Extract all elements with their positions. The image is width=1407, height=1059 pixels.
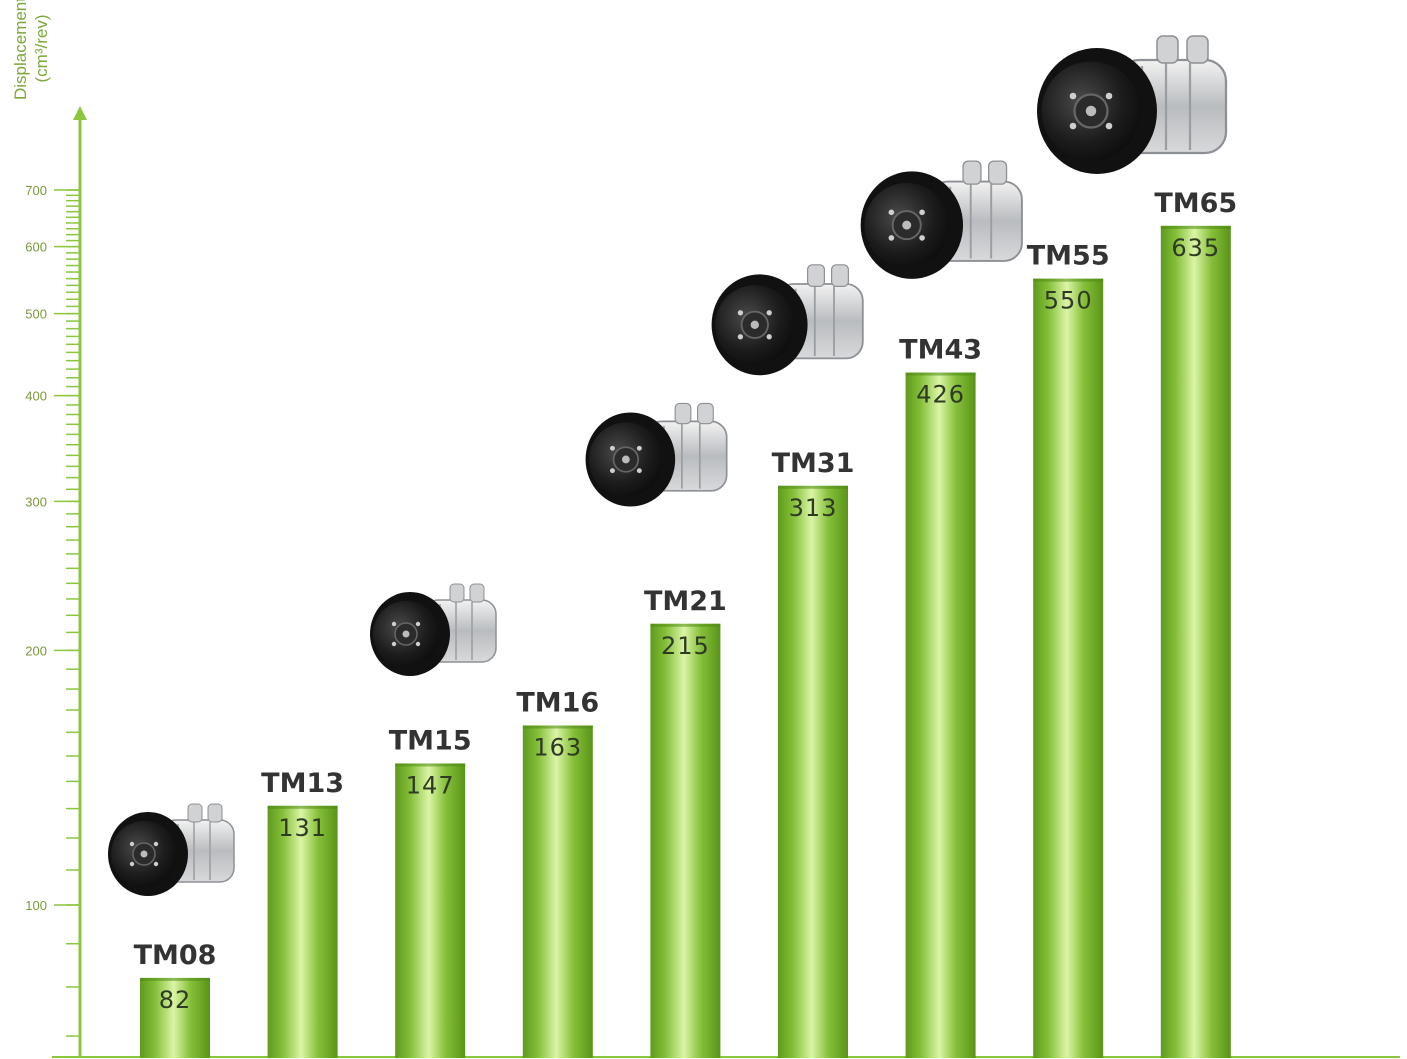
- bar-cap: [522, 725, 593, 729]
- compressor-port: [697, 402, 714, 425]
- value-label: 131: [278, 814, 327, 842]
- category-label: TM31: [772, 448, 855, 479]
- compressor-bolt: [402, 630, 410, 638]
- compressor-image-tm21: [585, 402, 728, 507]
- compressor-bolt: [621, 455, 630, 464]
- compressor-port: [807, 264, 826, 287]
- y-tick-label: 400: [25, 389, 47, 404]
- compressor-port: [962, 160, 982, 185]
- y-axis-title: Displacement (cm³/rev): [10, 0, 52, 100]
- compressor-bolt: [902, 220, 912, 230]
- compressor-hub-hole: [391, 641, 397, 647]
- value-label: 313: [789, 494, 838, 522]
- bar-cap: [778, 485, 848, 489]
- y-tick-label: 500: [25, 307, 47, 322]
- category-label: TM16: [516, 687, 599, 718]
- compressor-port: [207, 803, 223, 823]
- value-label: 426: [916, 381, 965, 409]
- compressor-bolt: [750, 320, 759, 329]
- category-label: TM21: [644, 586, 727, 617]
- compressor-bolt: [140, 850, 148, 858]
- bar-cap: [1033, 278, 1104, 282]
- compressor-hub-hole: [415, 641, 421, 647]
- value-label: 82: [159, 986, 192, 1014]
- compressor-hub-hole: [1105, 92, 1113, 100]
- compressor-hub-hole: [129, 841, 135, 847]
- compressor-hub-hole: [415, 621, 421, 627]
- compressor-hub-hole: [636, 445, 642, 451]
- compressor-image-tm15: [370, 583, 497, 676]
- value-label: 550: [1044, 287, 1093, 315]
- compressor-hub-hole: [153, 861, 159, 867]
- compressor-port: [1186, 35, 1209, 64]
- bar-tm16: [522, 725, 593, 1058]
- compressor-hub-hole: [129, 861, 135, 867]
- compressor-hub-hole: [888, 235, 895, 241]
- compressor-hub-hole: [1069, 92, 1077, 100]
- bar-cap: [905, 372, 976, 376]
- value-label: 147: [406, 771, 455, 799]
- compressor-hub-hole: [919, 209, 925, 216]
- bar-cap: [267, 805, 338, 809]
- compressor-port: [987, 160, 1008, 185]
- y-axis-label: Displacement: [11, 0, 30, 100]
- value-label: 163: [533, 733, 582, 761]
- compressor-hub-hole: [1105, 122, 1113, 130]
- bar-cap: [140, 977, 210, 981]
- compressor-hub-hole: [153, 841, 159, 847]
- value-label: 635: [1171, 234, 1220, 262]
- compressor-image-tm08: [108, 803, 235, 896]
- compressor-hub-hole: [737, 334, 744, 340]
- y-axis-unit: (cm³/rev): [32, 14, 51, 83]
- y-tick-label: 300: [25, 494, 47, 509]
- compressor-hub-hole: [766, 310, 772, 316]
- bar-cap: [395, 763, 466, 767]
- compressor-port: [187, 803, 203, 823]
- bar-tm08: [140, 977, 210, 1058]
- y-tick-label: 200: [25, 643, 47, 658]
- compressor-port: [469, 583, 485, 603]
- compressor-hub-hole: [737, 310, 744, 316]
- y-tick-label: 600: [25, 240, 47, 255]
- bar-tm21: [650, 623, 721, 1058]
- bar-tm65: [1160, 225, 1231, 1059]
- compressor-hub-hole: [766, 334, 772, 340]
- bar-tm13: [267, 805, 338, 1058]
- compressor-image-tm65: [1037, 35, 1228, 174]
- bar-cap: [650, 623, 721, 627]
- y-tick-label: 100: [25, 898, 47, 913]
- compressor-port: [831, 264, 850, 287]
- bar-cap: [1160, 225, 1231, 229]
- compressor-hub-hole: [391, 621, 397, 627]
- compressor-port: [449, 583, 465, 603]
- compressor-hub-hole: [609, 445, 615, 451]
- bars: 82 TM08 131 TM13 147 TM15 163 TM16 215 TM21 313 TM3…: [134, 188, 1237, 1059]
- category-label: TM55: [1027, 241, 1110, 272]
- compressor-image-tm31: [711, 264, 864, 376]
- bar-tm55: [1033, 278, 1104, 1058]
- category-label: TM65: [1154, 188, 1237, 219]
- compressor-hub-hole: [919, 235, 925, 241]
- compressor-bolt: [1085, 105, 1097, 117]
- category-label: TM43: [899, 335, 982, 366]
- y-axis-arrow: [73, 106, 87, 120]
- category-label: TM08: [134, 940, 217, 971]
- compressor-hub-hole: [609, 468, 615, 474]
- category-label: TM13: [261, 768, 344, 799]
- compressor-hub-hole: [888, 209, 895, 216]
- y-tick-label: 700: [25, 183, 47, 198]
- compressor-images: [108, 35, 1228, 896]
- category-label: TM15: [389, 725, 472, 756]
- compressor-hub-hole: [1069, 122, 1077, 130]
- compressor-port: [674, 402, 692, 425]
- bar-tm43: [905, 372, 976, 1058]
- compressor-hub-hole: [636, 468, 642, 474]
- compressor-image-tm43: [860, 160, 1023, 279]
- compressor-port: [1156, 35, 1179, 64]
- bar-tm15: [395, 763, 466, 1058]
- value-label: 215: [661, 632, 710, 660]
- bar-tm31: [778, 485, 848, 1058]
